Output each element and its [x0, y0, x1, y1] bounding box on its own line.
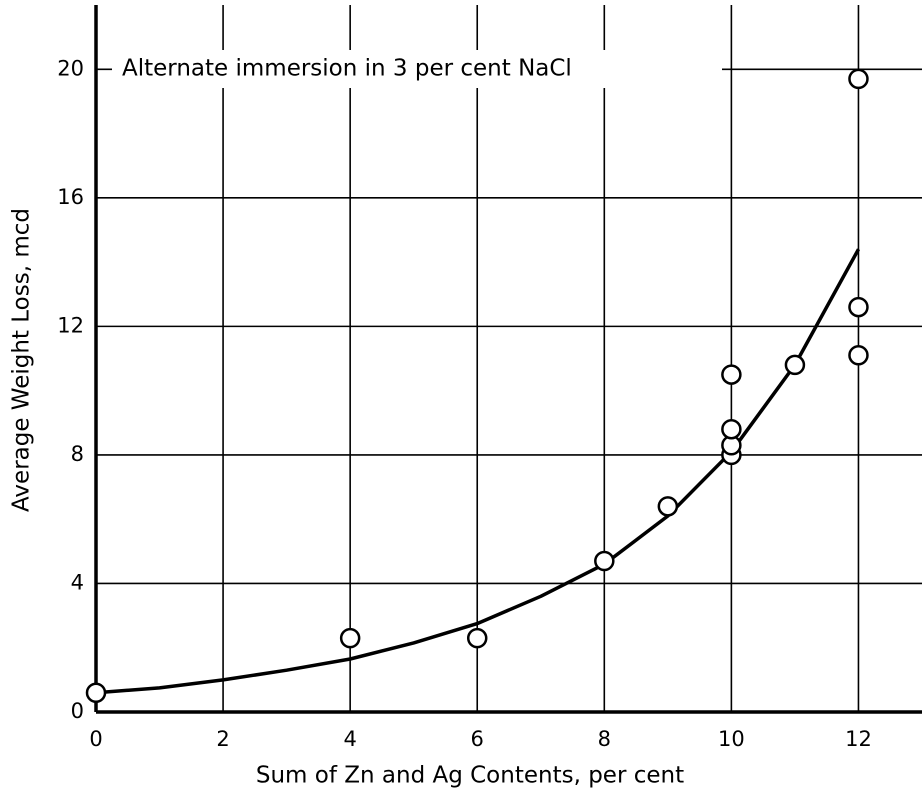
x-tick-label: 12 — [845, 727, 872, 751]
x-tick-label: 2 — [216, 727, 229, 751]
data-point — [721, 364, 742, 385]
data-point — [848, 68, 869, 90]
x-tick-label: 10 — [718, 727, 745, 751]
y-tick-label: 0 — [71, 699, 84, 723]
data-point — [594, 550, 615, 572]
y-axis-label: Average Weight Loss, mcd — [9, 208, 35, 512]
y-tick-label: 4 — [71, 570, 84, 594]
data-point — [848, 296, 869, 318]
x-axis-label: Sum of Zn and Ag Contents, per cent — [256, 763, 684, 789]
data-point — [466, 627, 488, 649]
annotation: Alternate immersion in 3 per cent NaCl — [122, 56, 572, 82]
x-tick-label: 4 — [343, 727, 356, 751]
x-tick-label: 0 — [89, 727, 102, 751]
data-point — [339, 627, 361, 649]
y-tick-label: 16 — [57, 185, 84, 209]
x-tick-label: 8 — [598, 727, 611, 751]
annotation-box — [112, 50, 722, 88]
y-tick-label: 8 — [71, 442, 84, 466]
data-point — [848, 345, 869, 366]
data-point — [85, 682, 107, 703]
y-tick-label: 20 — [57, 56, 84, 80]
x-tick-label: 6 — [471, 727, 484, 751]
data-point — [657, 496, 679, 517]
data-point — [784, 354, 806, 376]
y-tick-label: 12 — [57, 313, 84, 337]
data-point — [721, 418, 742, 440]
